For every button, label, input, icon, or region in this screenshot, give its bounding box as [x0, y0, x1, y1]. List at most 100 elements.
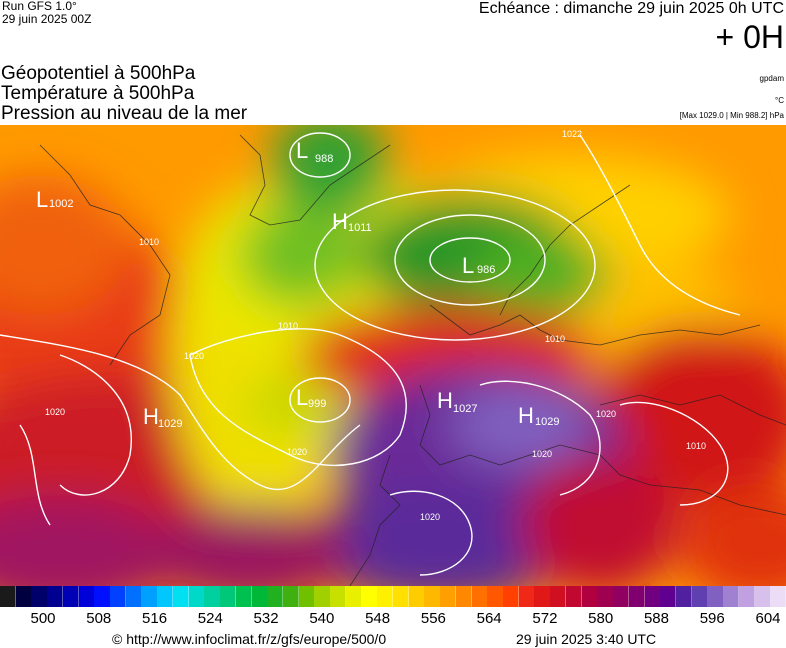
colorbar-swatch — [78, 586, 95, 607]
colorbar-tick-label: 564 — [476, 610, 502, 627]
colorbar-swatch — [377, 586, 394, 607]
temperature-field — [0, 125, 786, 586]
title-pressure: Pression au niveau de la mer — [1, 103, 248, 124]
colorbar-swatch — [440, 586, 457, 607]
colorbar-swatch — [172, 586, 190, 607]
svg-text:H: H — [143, 404, 159, 429]
pressure-high-2: H 1029 — [143, 404, 182, 430]
svg-text:1020: 1020 — [287, 447, 307, 457]
colorbar-tick-label: 540 — [309, 610, 335, 627]
svg-text:L: L — [462, 253, 474, 278]
colorbar-swatch — [330, 586, 347, 607]
title-geopotential: Géopotentiel à 500hPa — [1, 63, 196, 84]
svg-text:988: 988 — [315, 153, 333, 165]
colorbar-swatch — [267, 586, 284, 607]
colorbar-swatch — [220, 586, 237, 607]
colorbar-tick-label: 548 — [365, 610, 391, 627]
colorbar-swatch — [204, 586, 221, 607]
colorbar-swatch — [518, 586, 535, 607]
svg-text:1011: 1011 — [348, 222, 372, 234]
colorbar-swatch — [613, 586, 630, 607]
svg-text:1020: 1020 — [184, 351, 204, 361]
colorbar-swatch — [675, 586, 693, 607]
unit-temperature: °C — [775, 96, 784, 105]
isobar-labels: 1022 1010 1010 1020 1020 1020 1010 1020 … — [45, 129, 706, 522]
colorbar-tick-label: 532 — [253, 610, 279, 627]
svg-text:1010: 1010 — [139, 237, 159, 247]
colorbar-swatch — [0, 586, 17, 607]
unit-pressure-range: [Max 1029.0 | Min 988.2] hPa — [679, 111, 784, 120]
colorbar-tick-label: 604 — [755, 610, 781, 627]
svg-text:1010: 1010 — [545, 334, 565, 344]
svg-text:1029: 1029 — [158, 418, 182, 430]
colorbar-ticks: 500 508 516 524 532 540 548 556 564 572 580 588 596 6… — [0, 608, 786, 628]
pressure-high-3: H 1027 — [437, 388, 477, 415]
colorbar-swatch — [581, 586, 598, 607]
colorbar-swatch — [691, 586, 708, 607]
colorbar-tick-label: 508 — [86, 610, 112, 627]
svg-text:H: H — [518, 403, 534, 428]
pressure-low-2: L 1002 — [36, 187, 73, 212]
run-date: 29 juin 2025 00Z — [2, 12, 92, 26]
forecast-valid-time: Echéance : dimanche 29 juin 2025 0h UTC — [478, 0, 784, 17]
colorbar-swatch — [408, 586, 425, 607]
colorbar-tick-label: 572 — [532, 610, 558, 627]
colorbar-swatch — [770, 586, 786, 607]
colorbar-swatch — [424, 586, 441, 607]
pressure-systems: L 988 L 1002 H 1011 L 986 H 1029 L 999 H 1027 H… — [36, 138, 559, 430]
colorbar-swatch — [94, 586, 111, 607]
pressure-high-1: H 1011 — [332, 209, 372, 234]
colorbar-tick-label: 500 — [30, 610, 56, 627]
svg-text:H: H — [437, 388, 453, 413]
unit-geopotential: gpdam — [759, 74, 784, 83]
title-temperature: Température à 500hPa — [1, 83, 195, 104]
lead-time: + 0H — [715, 19, 784, 55]
colorbar-swatch — [393, 586, 410, 607]
colorbar-swatch — [628, 586, 646, 607]
colorbar-swatch — [47, 586, 64, 607]
svg-text:H: H — [332, 209, 348, 234]
colorbar-swatch — [282, 586, 300, 607]
colorbar-swatch — [707, 586, 724, 607]
colorbar-swatch — [251, 586, 268, 607]
colorbar-swatch — [125, 586, 142, 607]
colorbar-swatch — [235, 586, 253, 607]
svg-text:1002: 1002 — [49, 198, 73, 210]
colorbar-swatch — [62, 586, 80, 607]
svg-text:1020: 1020 — [420, 512, 440, 522]
svg-text:1029: 1029 — [535, 416, 559, 428]
colorbar-swatch — [314, 586, 331, 607]
pressure-low-1: L 988 — [296, 138, 333, 165]
colorbar-swatch — [738, 586, 756, 607]
colorbar — [0, 586, 786, 607]
generated-timestamp: 29 juin 2025 3:40 UTC — [516, 631, 657, 647]
svg-text:1027: 1027 — [453, 403, 477, 415]
colorbar-swatch — [754, 586, 771, 607]
colorbar-swatch — [188, 586, 205, 607]
colorbar-swatch — [455, 586, 473, 607]
svg-text:1022: 1022 — [562, 129, 582, 139]
colorbar-swatch — [565, 586, 583, 607]
svg-text:L: L — [36, 187, 48, 212]
svg-text:986: 986 — [477, 264, 495, 276]
weather-map: L 988 L 1002 H 1011 L 986 H 1029 L 999 H 1027 H… — [0, 125, 786, 586]
colorbar-swatch — [487, 586, 504, 607]
svg-text:1020: 1020 — [532, 449, 552, 459]
colorbar-swatch — [723, 586, 740, 607]
colorbar-swatch — [110, 586, 127, 607]
colorbar-tick-label: 596 — [699, 610, 725, 627]
colorbar-swatch — [660, 586, 677, 607]
copyright-link[interactable]: © http://www.infoclimat.fr/z/gfs/europe/… — [112, 631, 387, 647]
colorbar-swatch — [15, 586, 32, 607]
pressure-low-3: L 986 — [462, 253, 495, 278]
pressure-low-4: L 999 — [296, 385, 326, 410]
colorbar-swatch — [503, 586, 520, 607]
colorbar-swatch — [141, 586, 158, 607]
colorbar-tick-label: 556 — [420, 610, 446, 627]
run-label: Run GFS 1.0° — [2, 0, 77, 13]
svg-text:1020: 1020 — [45, 407, 65, 417]
colorbar-swatch — [345, 586, 363, 607]
colorbar-swatch — [31, 586, 48, 607]
colorbar-tick-label: 588 — [643, 610, 669, 627]
colorbar-swatch — [471, 586, 488, 607]
